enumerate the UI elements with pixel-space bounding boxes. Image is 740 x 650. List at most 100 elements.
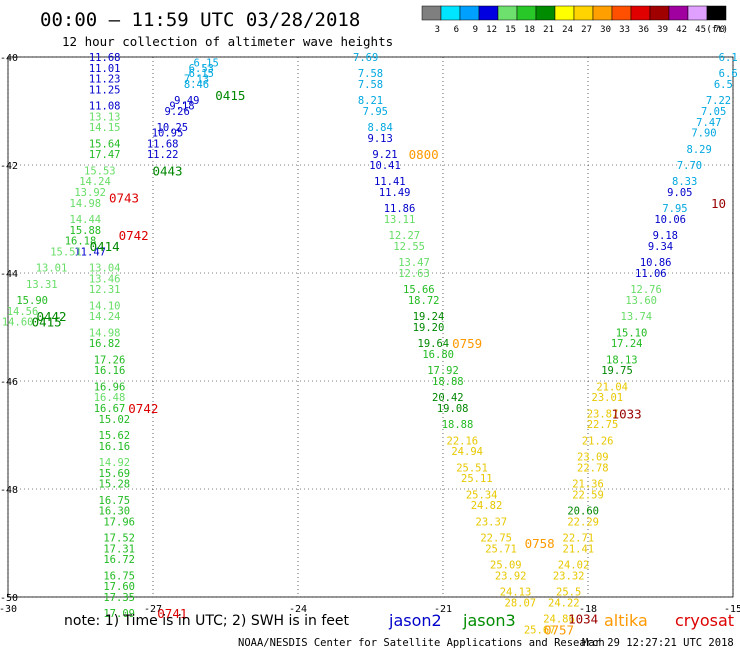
chart-title: 00:00 – 11:59 UTC 03/28/2018 — [40, 9, 360, 31]
wave-height-point: 12.76 — [630, 284, 662, 296]
legend-bin-label: 39 — [657, 25, 668, 35]
pass-time-label: 0758 — [525, 536, 555, 551]
pass-time-labels: 0415044307430742041404420415074207410800… — [32, 88, 726, 638]
wave-height-point: 17.60 — [103, 581, 135, 593]
wave-height-point: 21.04 — [596, 381, 628, 393]
pass-time-label: 0442 — [36, 309, 66, 324]
pass-time-label: 10 — [711, 196, 726, 211]
wave-height-point: 7.58 — [358, 68, 383, 80]
wave-height-point: 8.46 — [184, 79, 209, 91]
wave-height-point: 23.87 — [587, 408, 619, 420]
wave-height-point: 11.49 — [379, 187, 411, 199]
wave-height-point: 11.68 — [89, 52, 121, 64]
y-tick-label: -40 — [0, 53, 18, 64]
y-tick-label: -44 — [0, 269, 18, 280]
wave-height-point: 15.28 — [99, 479, 131, 491]
wave-height-point: 16.72 — [103, 554, 135, 566]
plot-border — [7, 56, 734, 598]
legend-bin-label: 45 — [695, 25, 706, 35]
legend-swatch — [611, 5, 632, 21]
wave-height-point: 11.22 — [147, 149, 179, 161]
wave-height-point: 24.94 — [451, 446, 483, 458]
wave-height-point: 28.07 — [505, 597, 537, 609]
wave-height-point: 17.31 — [103, 543, 135, 555]
wave-height-point: 25.09 — [490, 560, 522, 572]
wave-height-point: 10.25 — [157, 122, 189, 134]
wave-height-point: 16.16 — [94, 365, 126, 377]
legend-bin-label: 24 — [562, 25, 573, 35]
satellite-legend: jason2jason3altikacryosats3a — [388, 611, 734, 630]
wave-height-point: 21.36 — [572, 479, 604, 491]
pass-time-label: 0443 — [152, 163, 182, 178]
x-tick-label: -15 — [724, 604, 740, 615]
x-tick-label: -21 — [434, 604, 452, 615]
wave-height-point: 24.02 — [558, 560, 590, 572]
wave-height-point: 9.49 — [174, 95, 199, 107]
wave-height-point: 8.21 — [358, 95, 383, 107]
footer-credit: NOAA/NESDIS Center for Satellite Applica… — [238, 637, 605, 649]
legend-bin-label: 18 — [524, 25, 535, 35]
wave-height-values: 6.156.536.157.138.469.499.189.2610.2510.… — [2, 52, 738, 636]
x-tick-label: -18 — [579, 604, 597, 615]
legend-swatch — [459, 5, 480, 21]
wave-height-point: 15.51 — [50, 246, 82, 258]
wave-height-point: 12.31 — [89, 284, 121, 296]
wave-height-point: 13.74 — [621, 311, 653, 323]
wave-height-point: 13.01 — [36, 263, 68, 275]
y-tick-labels: -40 -42 -44 -46 -48 -50 — [0, 53, 18, 604]
legend-swatch — [573, 5, 594, 21]
wave-height-point: 15.66 — [403, 284, 435, 296]
wave-height-point: 15.90 — [16, 295, 48, 307]
wave-height-point: 14.92 — [99, 457, 131, 469]
wave-height-point: 22.78 — [577, 462, 609, 474]
legend-swatch — [668, 5, 689, 21]
legend-bin-label: 33 — [619, 25, 630, 35]
wave-height-point: 8.33 — [672, 176, 697, 188]
x-tick-labels: -30 -27 -24 -21 -18 -15 — [0, 604, 740, 615]
wave-height-point: 18.88 — [442, 419, 474, 431]
wave-height-point: 12.55 — [393, 241, 425, 253]
satellite-name-jason2: jason2 — [388, 611, 442, 630]
wave-height-point: 14.56 — [7, 306, 39, 318]
legend-bin-label: 27 — [581, 25, 592, 35]
legend-bin-label: 30 — [600, 25, 611, 35]
wave-height-point: 7.05 — [701, 106, 726, 118]
pass-time-label: 0415 — [215, 88, 245, 103]
wave-height-point: 8.29 — [687, 144, 712, 156]
wave-height-point: 13.04 — [89, 263, 121, 275]
wave-height-point: 19.24 — [413, 311, 445, 323]
legend-bin-label: 9 — [473, 25, 478, 35]
wave-height-point: 10.86 — [640, 257, 672, 269]
wave-height-point: 14.24 — [89, 311, 121, 323]
wave-height-point: 13.31 — [26, 279, 58, 291]
wave-height-point: 20.60 — [567, 506, 599, 518]
wave-height-point: 15.62 — [99, 430, 131, 442]
wave-height-point: 17.52 — [103, 533, 135, 545]
legend-swatch — [592, 5, 613, 21]
wave-height-point: 16.30 — [99, 506, 131, 518]
legend-swatch — [440, 5, 461, 21]
wave-height-point: 25.11 — [461, 473, 493, 485]
legend-swatch — [687, 5, 708, 21]
wave-height-point: 24.82 — [471, 500, 503, 512]
wave-height-point: 15.10 — [616, 327, 648, 339]
wave-height-point: 19.20 — [413, 322, 445, 334]
wave-height-point: 7.69 — [353, 52, 378, 64]
wave-height-point: 13.13 — [89, 111, 121, 123]
pass-time-label: 0415 — [32, 315, 62, 330]
wave-height-point: 11.47 — [74, 246, 106, 258]
wave-height-point: 7.13 — [184, 74, 209, 86]
wave-height-point: 14.98 — [89, 327, 121, 339]
wave-height-point: 10.41 — [369, 160, 401, 172]
y-tick-label: -50 — [0, 593, 18, 604]
wave-height-point: 21.41 — [563, 543, 595, 555]
wave-height-point: 16.67 — [94, 403, 126, 415]
legend-swatch — [497, 5, 518, 21]
pass-time-label: 0800 — [409, 147, 439, 162]
legend-bin-label: 6 — [454, 25, 459, 35]
wave-height-point: 9.18 — [653, 230, 678, 242]
wave-height-point: 9.05 — [667, 187, 692, 199]
wave-height-point: 9.13 — [368, 133, 393, 145]
wave-height-point: 11.41 — [374, 176, 406, 188]
